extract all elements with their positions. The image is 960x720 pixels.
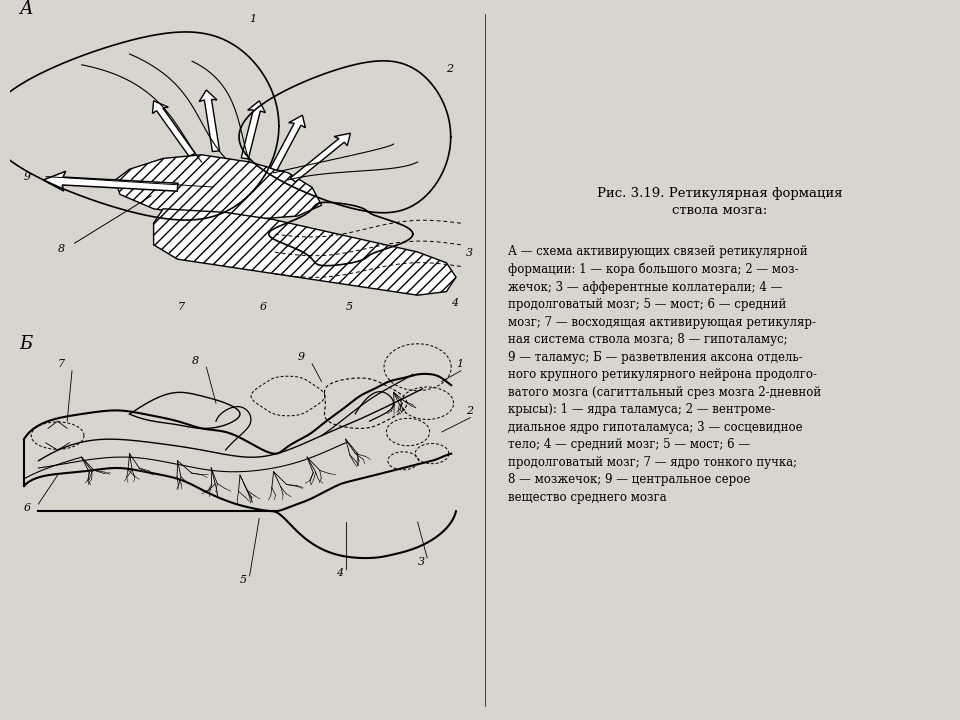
Text: 6: 6	[24, 503, 31, 513]
Text: 6: 6	[259, 302, 266, 312]
Polygon shape	[115, 155, 322, 220]
Text: А: А	[19, 1, 33, 19]
Text: 9: 9	[24, 172, 31, 182]
Text: 7: 7	[178, 302, 184, 312]
FancyArrow shape	[241, 101, 265, 159]
Text: 1: 1	[250, 14, 256, 24]
Text: А — схема активирующих связей ретикулярной
формации: 1 — кора большого мозга; 2 : А — схема активирующих связей ретикулярн…	[508, 245, 822, 503]
Text: 5: 5	[240, 575, 247, 585]
Text: Б: Б	[19, 336, 33, 354]
Text: 9: 9	[298, 352, 304, 362]
FancyArrow shape	[271, 115, 305, 170]
Text: 3: 3	[466, 248, 472, 258]
Text: 7: 7	[58, 359, 64, 369]
FancyArrow shape	[153, 101, 195, 156]
Text: 3: 3	[418, 557, 424, 567]
Text: 8: 8	[192, 356, 199, 366]
Polygon shape	[154, 209, 456, 295]
Text: 2: 2	[446, 64, 453, 74]
FancyArrow shape	[199, 90, 220, 151]
FancyArrow shape	[43, 171, 178, 191]
Text: 4: 4	[451, 298, 458, 308]
Text: 8: 8	[58, 244, 64, 254]
Text: 2: 2	[466, 406, 472, 416]
Text: Рис. 3.19. Ретикулярная формация
ствола мозга:: Рис. 3.19. Ретикулярная формация ствола …	[597, 187, 843, 217]
Text: 1: 1	[456, 359, 463, 369]
FancyArrow shape	[290, 133, 350, 182]
Text: 4: 4	[336, 568, 343, 578]
Text: 5: 5	[346, 302, 352, 312]
